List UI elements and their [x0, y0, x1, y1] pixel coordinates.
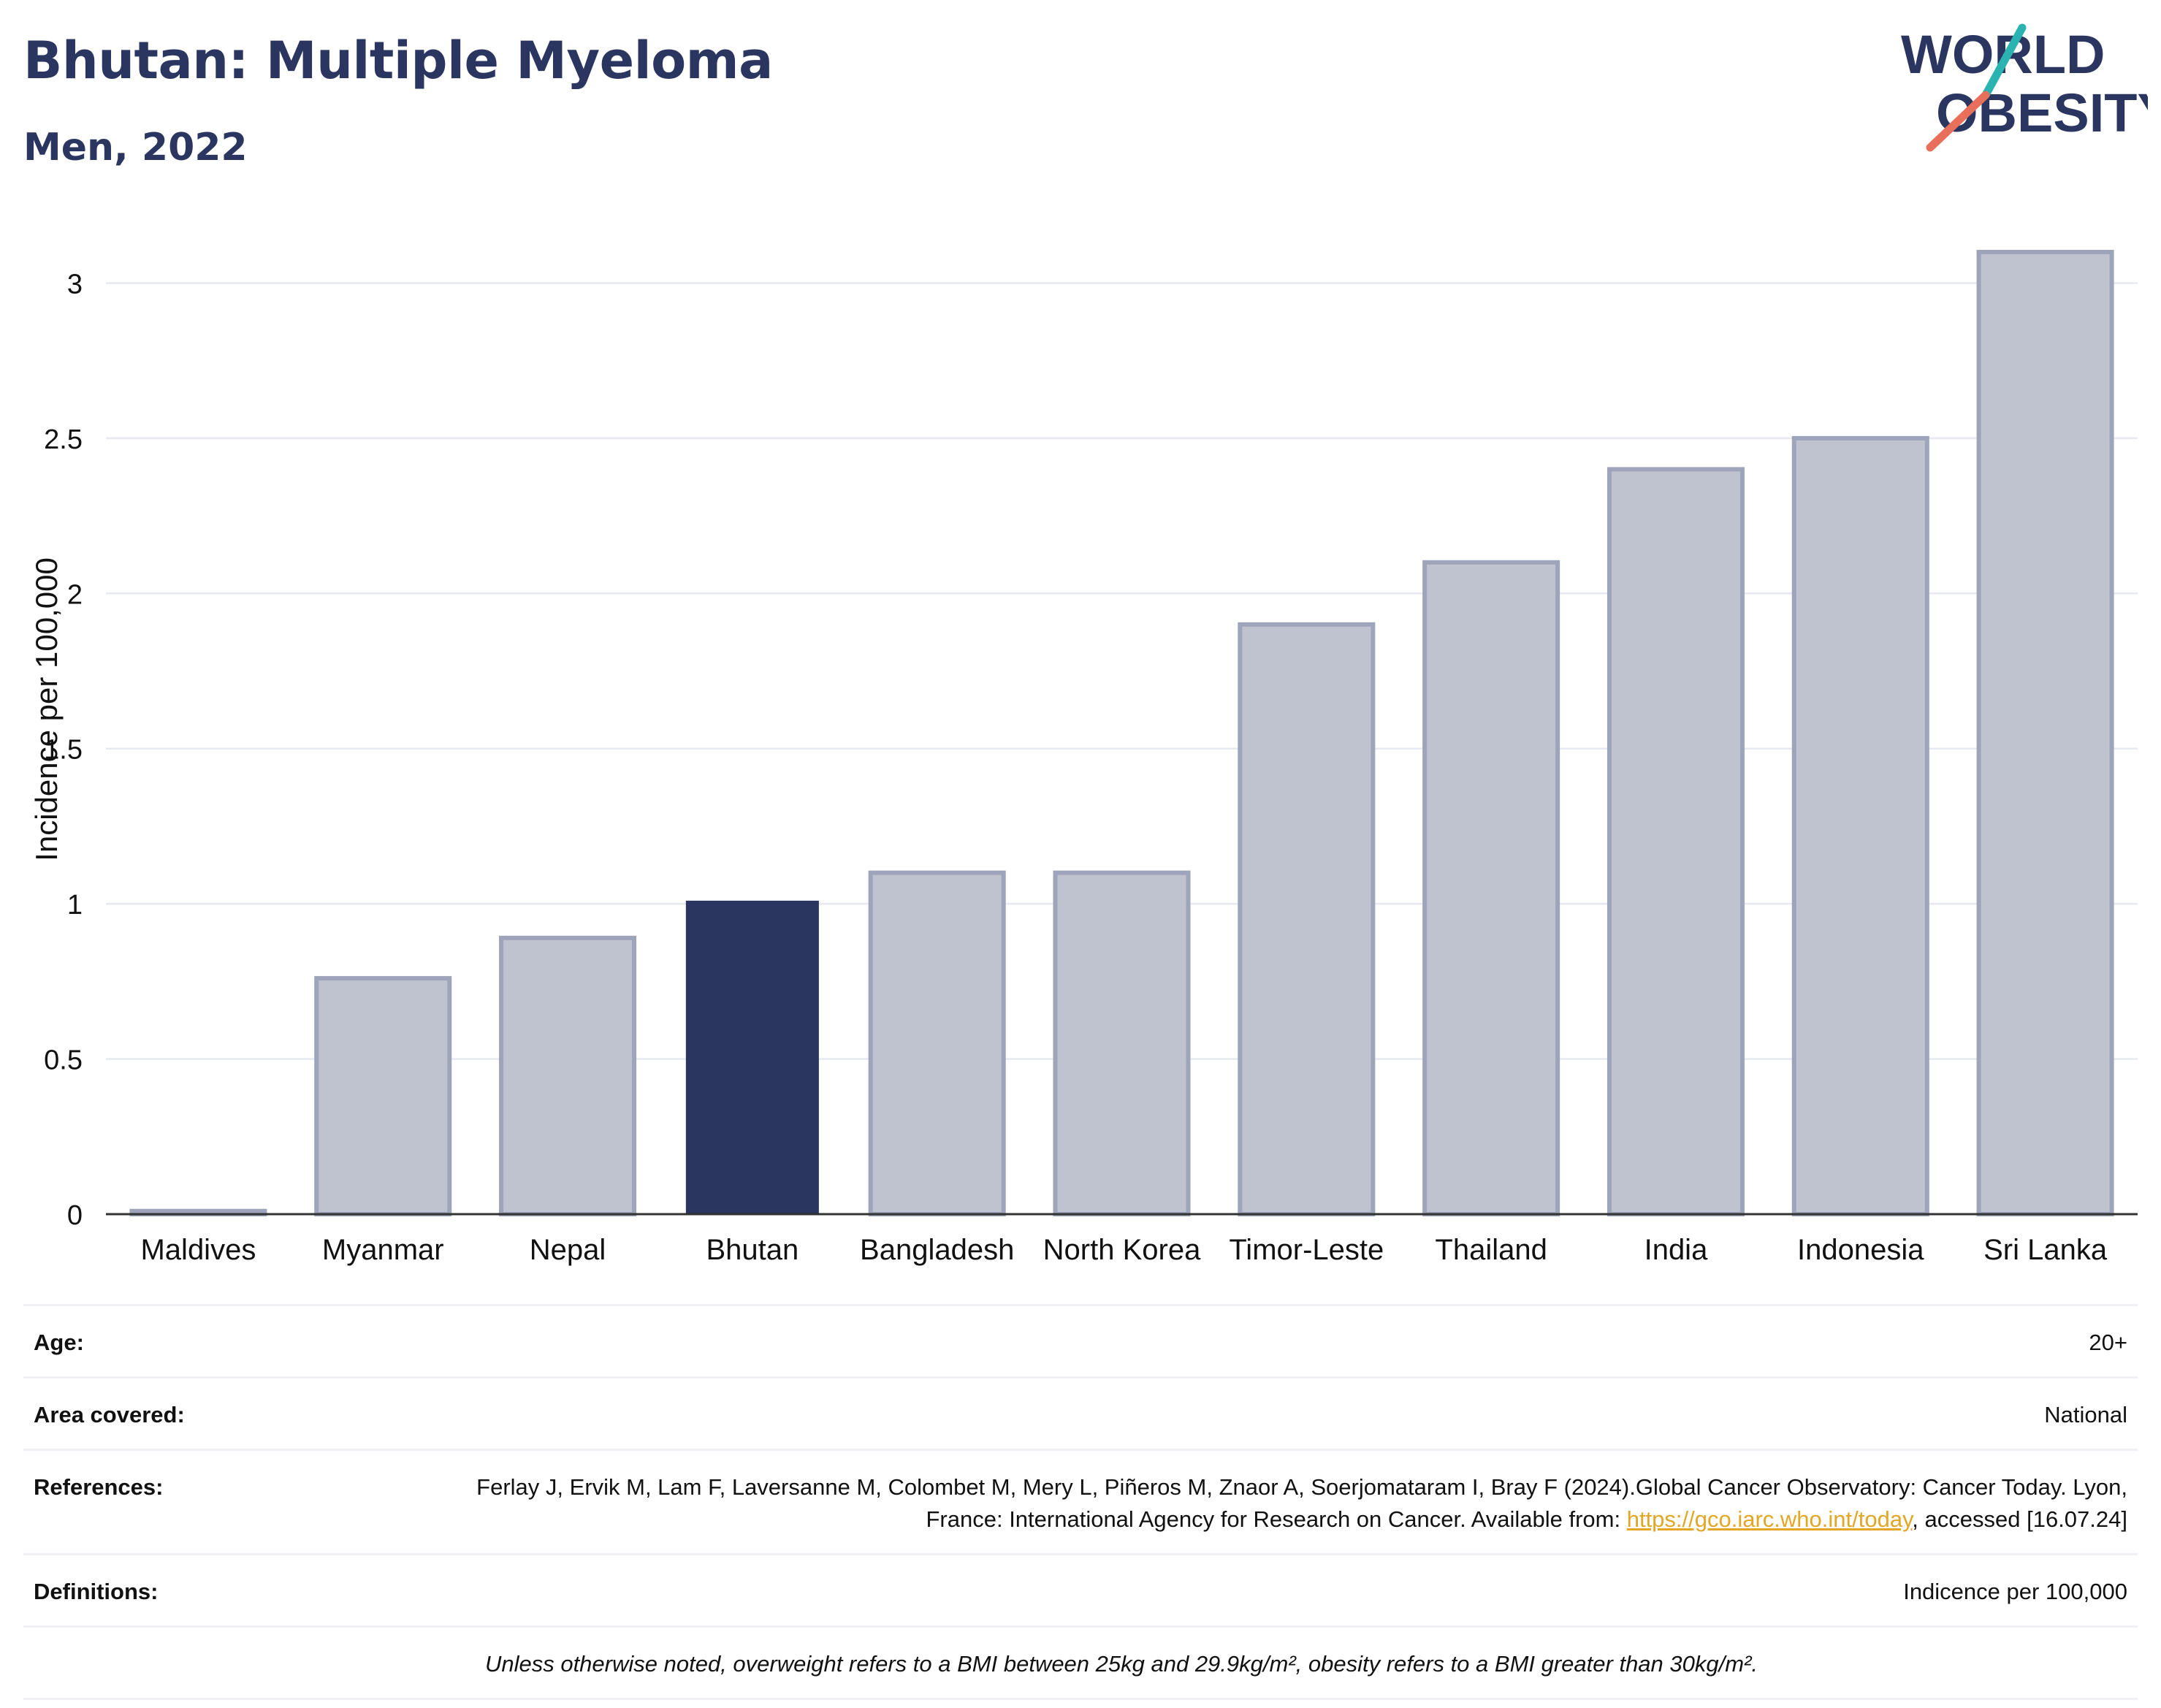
logo-slash-coral [1926, 91, 1990, 152]
definitions-label: Definitions: [34, 1579, 159, 1604]
bar-chart: 0 0.5 1 1.5 2 2.5 3 Maldives Myanmar Nepal Bhutan… [29, 249, 2138, 1266]
x-tick-label: Thailand [1435, 1234, 1547, 1266]
logo-slash-teal [1981, 23, 2027, 99]
bars [129, 249, 2114, 1217]
x-tick-label: Nepal [530, 1234, 606, 1266]
references-suffix: , accessed [16.07.24] [1912, 1506, 2127, 1532]
info-row-note: Unless otherwise noted, overweight refer… [23, 1625, 2138, 1700]
definitions-value: Indicence per 100,000 [1903, 1579, 2127, 1604]
bar-bhutan [685, 900, 819, 1214]
references-label: References: [34, 1474, 164, 1500]
area-label: Area covered: [34, 1402, 185, 1427]
y-tick-label: 1 [67, 890, 83, 920]
info-row-references: References: Ferlay J, Ervik M, Lam F, La… [23, 1449, 2138, 1553]
y-tick-label: 0.5 [44, 1045, 83, 1076]
bar-indonesia [1791, 435, 1929, 1216]
y-tick-label: 1.5 [44, 735, 83, 766]
references-value: Ferlay J, Ervik M, Lam F, Laversanne M, … [403, 1471, 2127, 1536]
y-tick-label: 2 [67, 579, 83, 610]
chart-subtitle: Men, 2022 [23, 126, 248, 169]
bar-sri-lanka [1976, 249, 2114, 1216]
x-tick-label: Myanmar [322, 1234, 444, 1266]
references-link[interactable]: https://gco.iarc.who.int/today [1626, 1506, 1913, 1532]
age-value: 20+ [2089, 1330, 2127, 1355]
logo-word-1: WORLD [1901, 24, 2105, 85]
y-tick-label: 0 [67, 1200, 83, 1231]
bar-thailand [1422, 560, 1560, 1216]
bar-india [1607, 467, 1745, 1216]
bar-nepal [499, 935, 637, 1217]
x-tick-label: North Korea [1043, 1234, 1201, 1266]
x-tick-label: Sri Lanka [1983, 1234, 2108, 1266]
info-row-definitions: Definitions: Indicence per 100,000 [23, 1553, 2138, 1625]
world-obesity-logo: WORLD OBESITY [1901, 23, 2148, 152]
age-label: Age: [34, 1330, 84, 1355]
chart-title: Bhutan: Multiple Myeloma [23, 31, 773, 91]
info-row-area: Area covered: National [23, 1376, 2138, 1449]
y-axis-label: Incidence per 100,000 [29, 557, 64, 861]
y-tick-labels: 0 0.5 1 1.5 2 2.5 3 [44, 269, 83, 1231]
x-tick-label: Maldives [140, 1234, 256, 1266]
y-tick-label: 2.5 [44, 424, 83, 455]
info-table: Age: 20+ Area covered: National Referenc… [23, 1304, 2138, 1700]
x-tick-label: Bhutan [706, 1234, 799, 1266]
bar-bangladesh [868, 870, 1006, 1216]
y-tick-label: 3 [67, 269, 83, 300]
bmi-note: Unless otherwise noted, overweight refer… [484, 1651, 1758, 1677]
info-row-age: Age: 20+ [23, 1304, 2138, 1376]
x-tick-label: Indonesia [1797, 1234, 1924, 1266]
x-tick-labels: Maldives Myanmar Nepal Bhutan Bangladesh Nort… [140, 1234, 2107, 1266]
area-value: National [2044, 1402, 2127, 1427]
bar-north-korea [1053, 870, 1191, 1216]
x-tick-label: India [1644, 1234, 1708, 1266]
x-tick-label: Timor-Leste [1229, 1234, 1384, 1266]
references-text: Ferlay J, Ervik M, Lam F, Laversanne M, … [476, 1474, 2127, 1532]
x-tick-label: Bangladesh [860, 1234, 1014, 1266]
bar-timor-leste [1238, 622, 1376, 1216]
bar-myanmar [314, 976, 452, 1216]
